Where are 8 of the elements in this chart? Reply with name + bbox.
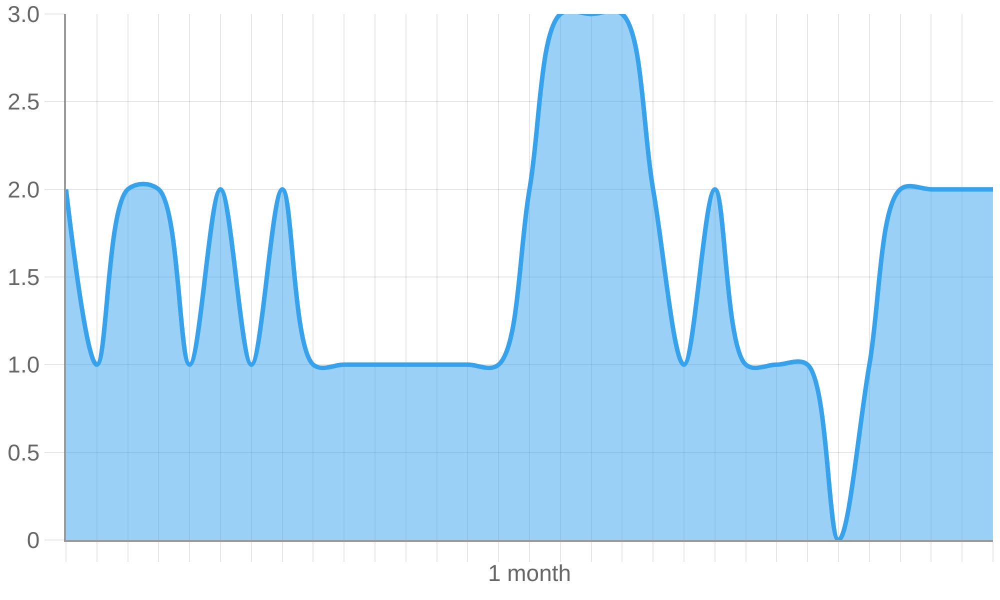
y-tick-label: 3.0 (8, 1, 40, 28)
y-tick-label: 2.0 (8, 176, 40, 202)
y-tick-label: 1.5 (8, 264, 40, 290)
y-tick-label: 2.5 (8, 88, 40, 115)
y-tick-label: 0 (26, 527, 40, 554)
x-axis-title: 1 month (488, 560, 572, 586)
y-tick-label: 0.5 (8, 439, 40, 466)
y-tick-label: 1.0 (8, 352, 40, 378)
